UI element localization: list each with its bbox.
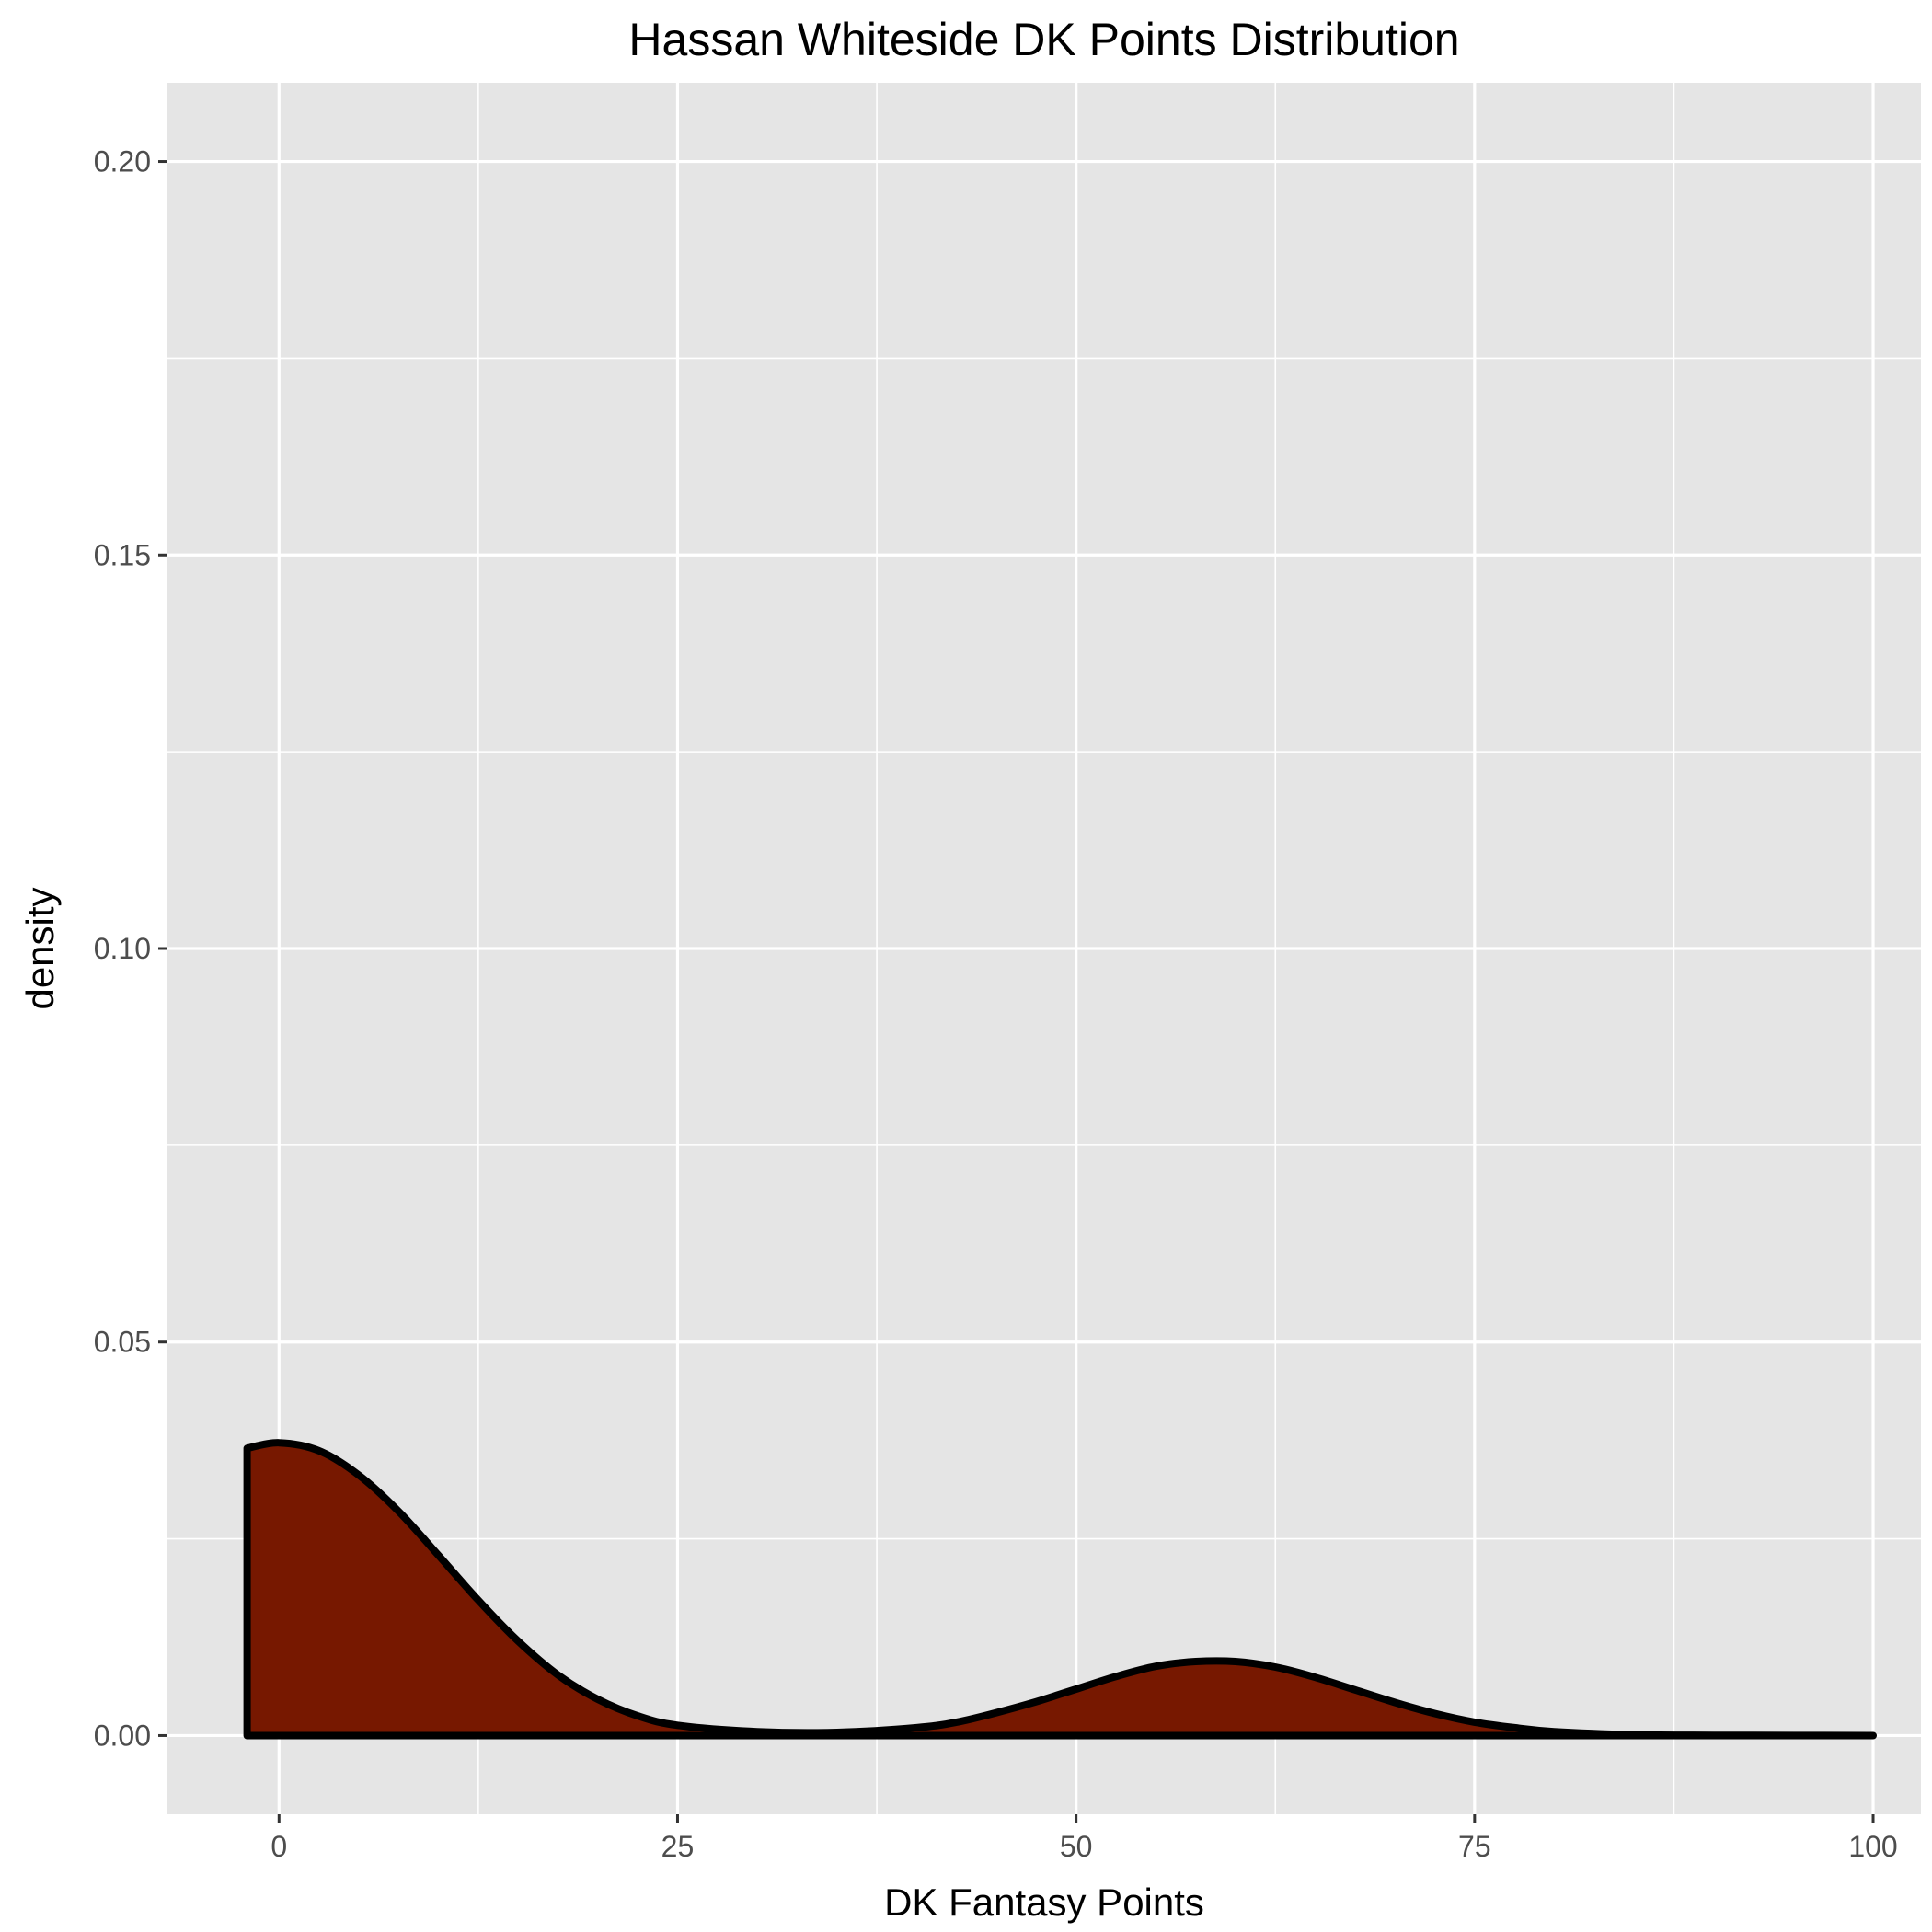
x-tick-label: 0 <box>270 1830 287 1863</box>
x-tick-label: 100 <box>1848 1830 1897 1863</box>
x-tick-label: 75 <box>1458 1830 1491 1863</box>
y-axis-title: density <box>18 887 62 1009</box>
x-axis: 0 25 50 75 100 <box>270 1814 1898 1863</box>
x-axis-title: DK Fantasy Points <box>884 1880 1204 1924</box>
y-tick-label: 0.20 <box>94 145 151 178</box>
x-tick-label: 50 <box>1060 1830 1093 1863</box>
chart-title: Hassan Whiteside DK Points Distribution <box>628 14 1459 65</box>
y-axis: 0.00 0.05 0.10 0.15 0.20 <box>94 145 167 1752</box>
y-tick-label: 0.15 <box>94 538 151 571</box>
y-tick-label: 0.00 <box>94 1719 151 1752</box>
density-line <box>243 1439 1877 1740</box>
y-tick-label: 0.05 <box>94 1326 151 1359</box>
density-area <box>247 1443 1874 1736</box>
x-tick-label: 25 <box>661 1830 695 1863</box>
y-tick-label: 0.10 <box>94 932 151 965</box>
